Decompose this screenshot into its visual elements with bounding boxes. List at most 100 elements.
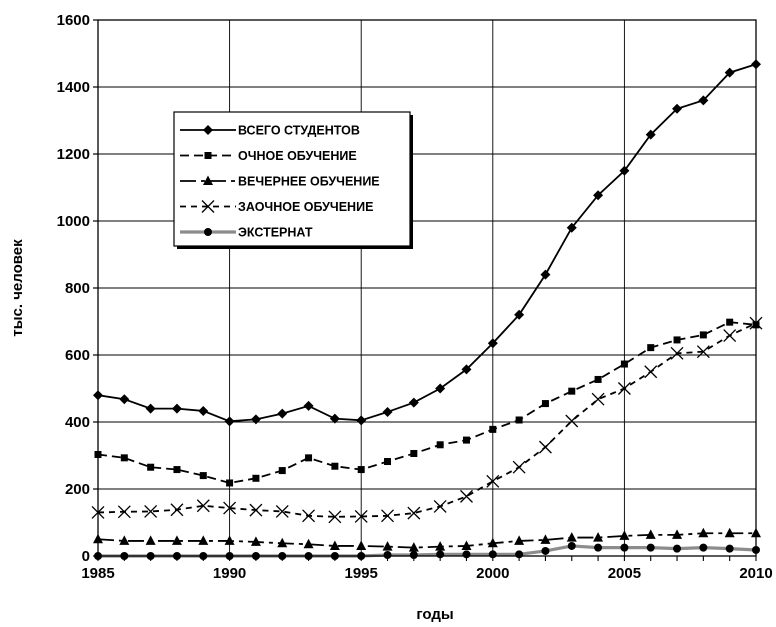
data-point <box>250 536 261 546</box>
data-point <box>670 346 684 360</box>
data-point <box>409 550 418 559</box>
data-point <box>410 449 418 457</box>
data-point <box>540 269 551 280</box>
legend-marker <box>204 152 212 159</box>
series-line <box>97 532 756 549</box>
data-point <box>275 504 289 518</box>
data-point <box>487 537 498 548</box>
data-point <box>173 466 181 474</box>
data-point <box>302 509 316 523</box>
data-point <box>620 360 628 368</box>
data-point <box>645 529 656 539</box>
data-point <box>538 440 552 454</box>
data-point <box>277 408 288 419</box>
data-point <box>699 543 708 552</box>
data-point <box>593 532 604 542</box>
data-point <box>699 331 707 339</box>
data-point <box>726 318 734 326</box>
data-point <box>567 541 576 550</box>
y-tick-label: 200 <box>65 481 90 498</box>
y-tick-label: 1200 <box>57 146 90 163</box>
series-line <box>97 63 757 423</box>
data-point <box>514 309 525 320</box>
data-point <box>381 509 394 523</box>
data-point <box>117 505 131 519</box>
x-tick-label: 1985 <box>81 565 114 582</box>
x-tick-label: 2010 <box>739 565 772 582</box>
data-point <box>617 382 631 395</box>
data-point <box>461 364 472 375</box>
data-point <box>170 503 184 517</box>
data-point <box>724 67 735 78</box>
legend-marker <box>204 228 212 236</box>
data-point <box>119 394 130 405</box>
data-point <box>145 535 156 545</box>
data-point <box>514 535 525 545</box>
data-point <box>512 460 526 474</box>
y-tick-label: 1600 <box>57 12 90 29</box>
data-point <box>673 336 681 344</box>
series-4 <box>91 316 763 524</box>
data-point <box>724 527 735 538</box>
data-point <box>384 458 392 466</box>
data-point <box>541 400 549 408</box>
series-1 <box>93 59 761 427</box>
data-point <box>198 405 209 416</box>
data-point <box>645 129 656 140</box>
data-point <box>696 345 710 359</box>
data-point <box>144 504 158 518</box>
data-point <box>171 403 182 414</box>
data-point <box>356 540 367 550</box>
data-point <box>249 503 263 517</box>
data-point <box>329 413 340 424</box>
data-point <box>620 543 629 552</box>
x-axis-title: годы <box>416 606 453 623</box>
data-point <box>725 544 734 553</box>
data-point <box>328 510 342 524</box>
data-point <box>435 383 446 394</box>
legend-label: ЭКСТЕРНАТ <box>238 226 313 240</box>
data-point <box>196 499 210 513</box>
data-point <box>593 190 604 201</box>
legend: ВСЕГО СТУДЕНТОВ ОЧНОЕ ОБУЧЕНИЕ ВЕЧЕРНЕЕ ОБ… <box>173 111 413 249</box>
legend-box <box>173 111 411 247</box>
data-point <box>723 329 737 343</box>
series-line <box>97 322 757 518</box>
data-point <box>566 222 577 233</box>
y-tick-label: 400 <box>65 414 90 431</box>
series-2 <box>94 318 760 487</box>
data-point <box>252 474 260 482</box>
x-tick-label: 1995 <box>345 565 378 582</box>
data-point <box>383 550 392 559</box>
data-point <box>223 501 237 515</box>
data-point <box>382 541 393 551</box>
data-point <box>568 387 576 395</box>
data-point <box>591 392 605 406</box>
data-point <box>408 397 419 408</box>
data-point <box>540 534 551 544</box>
y-axis-title: тыс. человек <box>9 239 26 337</box>
data-point <box>226 479 234 487</box>
data-point <box>646 543 655 552</box>
y-tick-label: 1400 <box>57 79 90 96</box>
legend-marker <box>203 125 213 135</box>
data-point <box>250 414 261 425</box>
data-point <box>565 414 579 428</box>
data-point <box>382 406 393 417</box>
data-point <box>672 529 683 539</box>
data-point <box>198 535 209 545</box>
data-point <box>672 103 683 114</box>
x-tick-label: 1990 <box>213 565 246 582</box>
data-point <box>278 467 286 475</box>
data-point <box>541 546 550 555</box>
data-point <box>460 489 473 503</box>
data-point <box>356 415 367 426</box>
legend-label: ВЕЧЕРНЕЕ ОБУЧЕНИЕ <box>238 175 380 189</box>
data-point <box>644 365 658 379</box>
data-point <box>566 532 577 542</box>
data-point <box>486 474 500 488</box>
data-point <box>120 454 128 462</box>
data-point <box>594 375 602 383</box>
